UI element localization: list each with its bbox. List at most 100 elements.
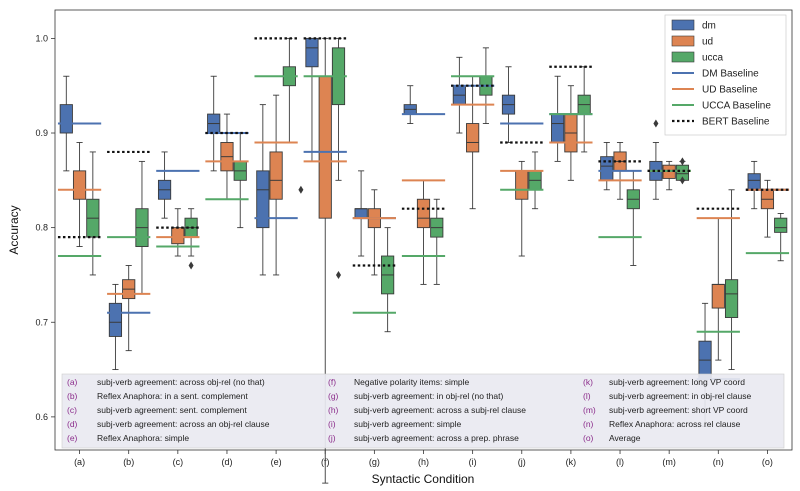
box-ucca-(a) <box>86 151 100 276</box>
x-tick-label: (i) <box>469 457 477 467</box>
condition-letter: (c) <box>67 405 77 415</box>
legend-label: BERT Baseline <box>702 117 770 128</box>
box-ucca-(d) <box>233 132 247 229</box>
condition-letter: (a) <box>67 377 78 387</box>
condition-letter: (i) <box>328 419 336 429</box>
box-body <box>551 113 565 143</box>
outlier-point <box>679 176 685 185</box>
condition-description: subj-verb agreement: in obj-rel clause <box>609 391 751 401</box>
legend-label: DM Baseline <box>702 69 759 80</box>
box-body <box>59 104 73 134</box>
condition-description: Negative polarity items: simple <box>354 377 470 387</box>
x-tick-label: (h) <box>418 457 429 467</box>
condition-letter: (k) <box>583 377 593 387</box>
y-tick-label: 0.9 <box>35 128 48 138</box>
box-dm-(f) <box>305 37 319 162</box>
x-tick-label: (a) <box>74 457 85 467</box>
x-tick-label: (m) <box>662 457 676 467</box>
outlier-point <box>298 185 304 194</box>
series-legend-background <box>664 14 787 136</box>
condition-letter: (m) <box>583 405 596 415</box>
legend-label: dm <box>702 21 716 32</box>
box-body <box>256 170 270 229</box>
box-ud-(i) <box>466 75 480 210</box>
x-tick-label: (n) <box>713 457 724 467</box>
x-tick-label: (d) <box>221 457 232 467</box>
condition-description: subj-verb agreement: across obj-rel (no … <box>97 377 265 387</box>
box-dm-(b) <box>108 283 123 371</box>
y-tick-label: 0.8 <box>35 223 48 233</box>
box-body <box>600 156 614 181</box>
x-tick-label: (c) <box>173 457 184 467</box>
box-ucca-(h) <box>430 198 444 285</box>
condition-description: subj-verb agreement: simple <box>354 419 462 429</box>
box-body <box>72 170 87 200</box>
box-dm-(j) <box>501 66 516 143</box>
condition-description: subj-verb agreement: across a prep. phra… <box>354 433 519 443</box>
condition-letter: (d) <box>67 419 78 429</box>
legend-label: UCCA Baseline <box>702 101 771 112</box>
box-dm-(e) <box>256 104 270 276</box>
condition-description: Reflex Anaphora: simple <box>97 433 189 443</box>
condition-letter: (f) <box>328 377 336 387</box>
box-ucca-(o) <box>774 212 788 262</box>
legend-label: ud <box>702 37 713 48</box>
legend-swatch-ud <box>671 35 695 47</box>
box-body <box>108 302 123 337</box>
condition-description: subj-verb agreement: sent. complement <box>97 405 247 415</box>
box-ud-(h) <box>416 179 431 285</box>
condition-description: Average <box>609 433 641 443</box>
x-tick-label: (j) <box>518 457 526 467</box>
box-body <box>318 75 332 219</box>
conditions-legend-background <box>61 373 785 449</box>
condition-description: subj-verb agreement: in obj-rel (no that… <box>354 391 503 401</box>
y-axis-title: Accuracy <box>7 205 21 254</box>
box-ucca-(c) <box>184 208 198 270</box>
x-tick-label: (g) <box>369 457 380 467</box>
outlier-point <box>335 270 341 279</box>
legend-swatch-ucca <box>671 51 695 63</box>
box-ud-(n) <box>711 217 725 361</box>
box-ud-(d) <box>220 113 234 200</box>
conditions-legend: (a) subj-verb agreement: across obj-rel (… <box>61 373 785 449</box>
y-tick-label: 1.0 <box>35 33 48 43</box>
condition-description: Reflex Anaphora: across rel clause <box>609 419 741 429</box>
box-body <box>747 173 761 191</box>
legend-label: ucca <box>702 53 724 64</box>
legend-swatch-dm <box>671 19 695 31</box>
box-dm-(n) <box>698 302 712 427</box>
x-axis-title: Syntactic Condition <box>372 472 475 486</box>
outlier-point <box>653 119 659 128</box>
condition-description: Reflex Anaphora: in a sent. complement <box>97 391 248 401</box>
box-body <box>515 170 529 200</box>
legend-label: UD Baseline <box>702 85 758 96</box>
series-legend: dm ud ucca DM Baseline UD Baseline UCCA Basel… <box>664 14 787 136</box>
box-ud-(o) <box>760 179 775 238</box>
box-body <box>774 217 788 233</box>
x-tick-label: (l) <box>616 457 624 467</box>
box-body <box>354 208 368 219</box>
box-body <box>305 37 319 68</box>
x-tick-label: (b) <box>123 457 134 467</box>
x-tick-label: (k) <box>566 457 577 467</box>
condition-description: subj-verb agreement: short VP coord <box>609 405 748 415</box>
x-axis-ticks: (a) (b) (c) (d) (e) (f) (g) (h) (i) (j) (k) (l) (m)(… <box>74 450 773 467</box>
box-layer <box>59 37 788 484</box>
box-body <box>416 198 431 229</box>
box-body <box>711 283 725 309</box>
condition-description: subj-verb agreement: across an obj-rel c… <box>97 419 270 429</box>
y-axis-ticks: 0.6 0.7 0.8 0.9 1.0 <box>35 33 55 422</box>
outlier-point <box>188 261 194 270</box>
box-dm-(k) <box>551 75 565 162</box>
box-ud-(j) <box>515 160 529 257</box>
box-ucca-(n) <box>724 189 739 371</box>
box-dm-(o) <box>747 160 761 210</box>
condition-description: subj-verb agreement: long VP coord <box>609 377 745 387</box>
condition-letter: (e) <box>67 433 78 443</box>
box-body <box>171 227 185 245</box>
y-tick-label: 0.6 <box>35 412 48 422</box>
condition-letter: (g) <box>328 391 339 401</box>
outlier-point <box>679 157 685 166</box>
condition-letter: (b) <box>67 391 78 401</box>
